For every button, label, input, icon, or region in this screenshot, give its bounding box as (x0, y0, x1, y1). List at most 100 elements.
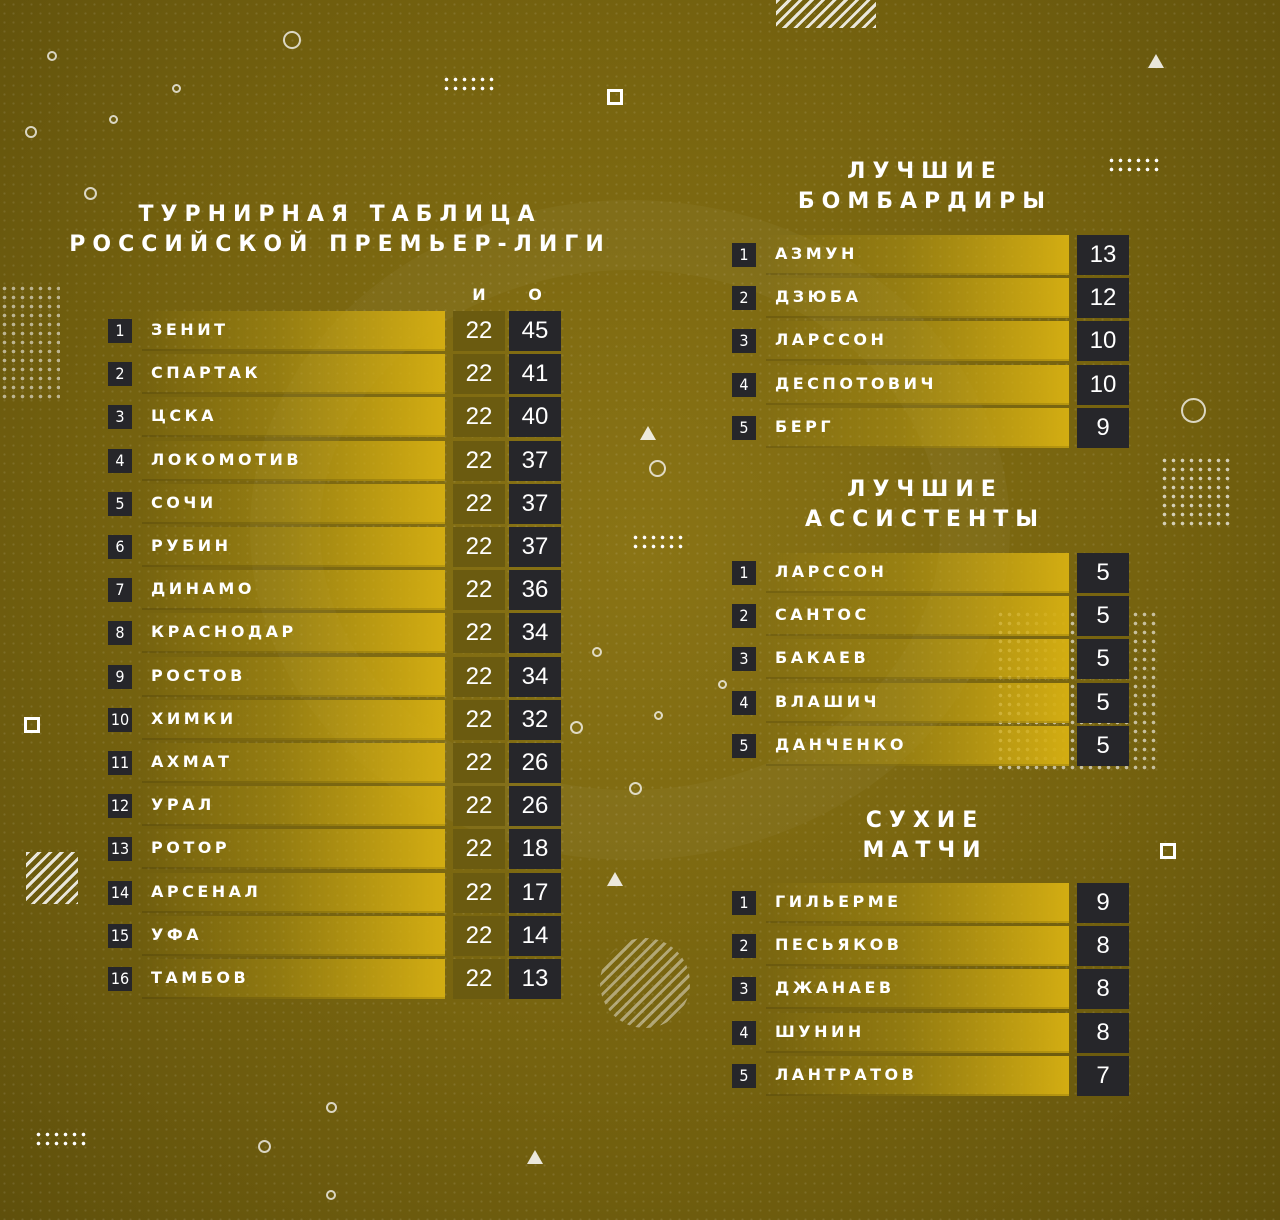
circle-decoration (283, 31, 301, 49)
points-cell: 36 (509, 570, 561, 611)
player-name: ДЕСПОТОВИЧ (775, 373, 937, 393)
games-cell: 22 (453, 786, 505, 827)
games-column-header: И (472, 285, 486, 304)
value-cell: 8 (1077, 969, 1129, 1010)
triangle-decoration (607, 872, 623, 886)
table-row: 8 КРАСНОДАР 22 34 (108, 613, 563, 654)
row-bar (766, 682, 1069, 723)
table-row: 16 ТАМБОВ 22 13 (108, 959, 563, 999)
row-bar (766, 553, 1069, 593)
games-cell: 22 (453, 527, 505, 567)
table-row: 9 РОСТОВ 22 34 (108, 656, 563, 697)
title-line: МАТЧИ (862, 838, 988, 863)
title-line: СУХИЕ (865, 808, 985, 833)
dots-decoration (34, 1130, 86, 1146)
games-cell: 22 (453, 570, 505, 611)
games-cell: 22 (453, 397, 505, 438)
value-cell: 5 (1077, 725, 1129, 766)
position-number: 16 (108, 967, 132, 991)
row-bar (142, 483, 445, 524)
position-number: 4 (108, 448, 132, 473)
circle-decoration (570, 721, 583, 734)
games-cell: 22 (453, 354, 505, 395)
position-number: 2 (732, 286, 756, 311)
points-column-header: О (528, 285, 542, 304)
circle-decoration (592, 647, 602, 657)
player-name: БАКАЕВ (775, 648, 870, 668)
row-bar (142, 656, 445, 697)
player-name: САНТОС (775, 605, 870, 625)
points-cell: 13 (509, 959, 561, 999)
row-bar (142, 959, 445, 999)
list-item: 4 ШУНИН 8 (732, 1012, 1129, 1053)
list-item: 4 ВЛАШИЧ 5 (732, 682, 1129, 723)
circle-decoration (649, 460, 666, 477)
row-bar (142, 743, 445, 783)
row-bar (142, 354, 445, 395)
points-cell: 37 (509, 527, 561, 567)
position-number: 14 (108, 880, 132, 905)
list-item: 5 БЕРГ 9 (732, 407, 1129, 448)
row-bar (142, 570, 445, 611)
team-name: УРАЛ (151, 795, 215, 815)
team-name: РУБИН (151, 536, 232, 555)
triangle-decoration (640, 426, 656, 440)
row-bar (142, 699, 445, 740)
position-number: 6 (108, 535, 132, 559)
stripes-decoration (600, 938, 690, 1028)
value-cell: 5 (1077, 553, 1129, 593)
team-name: УФА (151, 924, 203, 944)
player-name: БЕРГ (775, 416, 835, 436)
row-bar (142, 440, 445, 481)
list-item: 3 ЛАРССОН 10 (732, 321, 1129, 362)
row-bar (766, 596, 1069, 637)
player-name: АЗМУН (775, 244, 858, 263)
points-cell: 40 (509, 397, 561, 438)
list-item: 2 ДЗЮБА 12 (732, 278, 1129, 319)
dots-decoration (1160, 456, 1230, 526)
position-number: 13 (108, 837, 132, 862)
points-cell: 37 (509, 483, 561, 524)
position-number: 15 (108, 923, 132, 948)
position-number: 11 (108, 751, 132, 775)
player-name: ГИЛЬЕРМЕ (775, 892, 902, 911)
value-cell: 7 (1077, 1055, 1129, 1096)
player-name: ПЕСЬЯКОВ (775, 935, 903, 955)
games-cell: 22 (453, 440, 505, 481)
row-bar (766, 321, 1069, 362)
dots-decoration (1107, 156, 1159, 174)
table-row: 7 ДИНАМО 22 36 (108, 570, 563, 611)
circle-decoration (326, 1190, 336, 1200)
team-name: РОТОР (151, 838, 231, 858)
circle-decoration (84, 187, 97, 200)
value-cell: 10 (1077, 321, 1129, 362)
clean-sheets-title: СУХИЕ МАТЧИ (760, 806, 1090, 866)
player-name: ДАНЧЕНКО (775, 734, 907, 754)
player-name: ЛАРССОН (775, 562, 888, 581)
circle-decoration (25, 126, 37, 138)
list-item: 1 ГИЛЬЕРМЕ 9 (732, 883, 1129, 923)
circle-decoration (718, 680, 727, 689)
circle-decoration (654, 711, 663, 720)
points-cell: 34 (509, 613, 561, 654)
points-cell: 18 (509, 829, 561, 870)
games-cell: 22 (453, 872, 505, 913)
position-number: 5 (732, 733, 756, 758)
circle-decoration (109, 115, 118, 124)
table-row: 13 РОТОР 22 18 (108, 829, 563, 870)
title-line: ЛУЧШИЕ (847, 477, 1003, 502)
row-bar (142, 829, 445, 870)
list-item: 2 САНТОС 5 (732, 596, 1129, 637)
team-name: РОСТОВ (151, 665, 246, 685)
position-number: 1 (108, 319, 132, 343)
team-name: ЦСКА (151, 406, 218, 426)
list-item: 3 БАКАЕВ 5 (732, 639, 1129, 680)
row-bar (766, 1055, 1069, 1096)
position-number: 4 (732, 690, 756, 715)
position-number: 5 (108, 491, 132, 516)
dots-decoration (0, 284, 60, 400)
table-row: 4 ЛОКОМОТИВ 22 37 (108, 440, 563, 481)
position-number: 5 (732, 415, 756, 440)
circle-decoration (47, 51, 57, 61)
triangle-decoration (1148, 54, 1164, 68)
